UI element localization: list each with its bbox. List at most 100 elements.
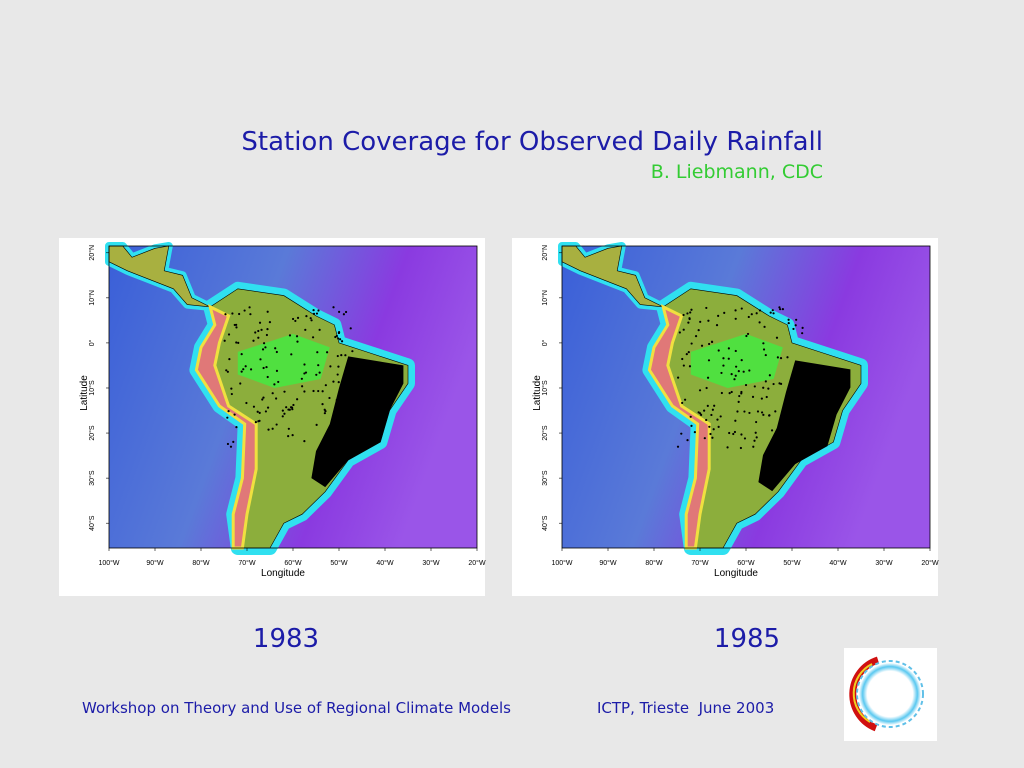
station bbox=[232, 440, 235, 443]
station bbox=[699, 320, 702, 323]
station bbox=[730, 373, 733, 376]
station bbox=[794, 324, 797, 327]
station bbox=[738, 394, 741, 398]
station bbox=[772, 312, 775, 315]
x-tick-label: 80°W bbox=[645, 559, 663, 567]
station bbox=[338, 310, 341, 313]
station bbox=[346, 392, 349, 395]
station bbox=[686, 312, 689, 315]
station bbox=[303, 440, 306, 443]
station bbox=[227, 333, 231, 336]
station bbox=[350, 439, 354, 442]
station bbox=[774, 410, 777, 413]
station bbox=[687, 321, 690, 324]
x-axis-title: Longitude bbox=[714, 568, 758, 579]
station bbox=[333, 420, 336, 423]
station bbox=[779, 308, 782, 311]
station bbox=[776, 356, 779, 359]
station bbox=[767, 387, 770, 390]
station bbox=[338, 401, 341, 404]
station bbox=[257, 329, 260, 333]
station bbox=[758, 321, 761, 324]
lowland bbox=[237, 333, 330, 388]
station bbox=[337, 337, 340, 340]
station bbox=[769, 311, 772, 314]
station bbox=[772, 382, 775, 386]
station bbox=[779, 357, 783, 360]
station bbox=[262, 342, 266, 345]
station bbox=[242, 368, 245, 371]
x-tick-label: 90°W bbox=[146, 559, 164, 567]
station bbox=[349, 442, 352, 445]
station bbox=[787, 321, 790, 325]
station bbox=[292, 403, 295, 407]
x-tick-label: 30°W bbox=[422, 559, 440, 567]
station bbox=[792, 327, 795, 331]
footer-event: Workshop on Theory and Use of Regional C… bbox=[82, 699, 511, 717]
station bbox=[332, 306, 335, 309]
station bbox=[689, 415, 692, 418]
station bbox=[682, 328, 685, 331]
station bbox=[748, 411, 751, 415]
map-caption: 1983 bbox=[253, 624, 319, 654]
station bbox=[283, 412, 286, 415]
station bbox=[318, 371, 321, 374]
station bbox=[755, 312, 758, 315]
station bbox=[716, 418, 719, 421]
station bbox=[676, 445, 680, 448]
station bbox=[708, 425, 711, 428]
station bbox=[235, 426, 238, 429]
station bbox=[707, 359, 711, 362]
station bbox=[344, 354, 347, 357]
station bbox=[277, 380, 280, 384]
station bbox=[728, 392, 731, 395]
map-panel: 20°N 10°N 0° 10°S 20°S 30°S 40°S 100°W 90°W 80°W 7… bbox=[512, 238, 939, 596]
station bbox=[321, 402, 324, 406]
station bbox=[735, 365, 738, 368]
station bbox=[285, 406, 288, 409]
x-tick-label: 100°W bbox=[551, 559, 572, 567]
station bbox=[296, 340, 299, 343]
y-tick-label: 0° bbox=[88, 339, 96, 346]
station bbox=[262, 366, 265, 370]
station bbox=[265, 333, 269, 337]
station bbox=[736, 410, 739, 413]
station bbox=[717, 425, 720, 429]
station bbox=[296, 316, 300, 319]
station bbox=[310, 319, 313, 322]
station bbox=[325, 351, 329, 354]
station bbox=[311, 336, 315, 339]
station bbox=[677, 376, 680, 379]
station bbox=[786, 356, 789, 359]
station bbox=[224, 313, 227, 316]
station bbox=[720, 391, 723, 395]
station bbox=[790, 403, 794, 406]
station bbox=[700, 344, 704, 347]
station bbox=[688, 317, 691, 321]
station bbox=[748, 369, 751, 372]
x-tick-label: 100°W bbox=[98, 559, 119, 567]
station bbox=[723, 311, 726, 314]
y-tick-label: 30°S bbox=[541, 470, 549, 486]
station bbox=[693, 431, 696, 434]
station bbox=[271, 392, 274, 395]
station bbox=[248, 306, 251, 309]
station bbox=[252, 339, 255, 342]
station bbox=[703, 409, 706, 412]
station bbox=[795, 400, 798, 403]
station bbox=[230, 387, 233, 390]
station bbox=[318, 328, 321, 331]
station bbox=[739, 446, 742, 450]
station bbox=[722, 364, 725, 367]
station bbox=[754, 431, 757, 434]
x-tick-label: 30°W bbox=[875, 559, 893, 567]
y-tick-label: 0° bbox=[541, 339, 549, 346]
station bbox=[303, 390, 306, 393]
station bbox=[762, 413, 765, 416]
station bbox=[755, 436, 758, 439]
station bbox=[768, 444, 771, 447]
station bbox=[762, 348, 766, 351]
maps: 20°N 10°N 0° 10°S 20°S 30°S 40°S 100°W 90°W 80°W 7… bbox=[59, 238, 939, 596]
station bbox=[756, 410, 760, 413]
